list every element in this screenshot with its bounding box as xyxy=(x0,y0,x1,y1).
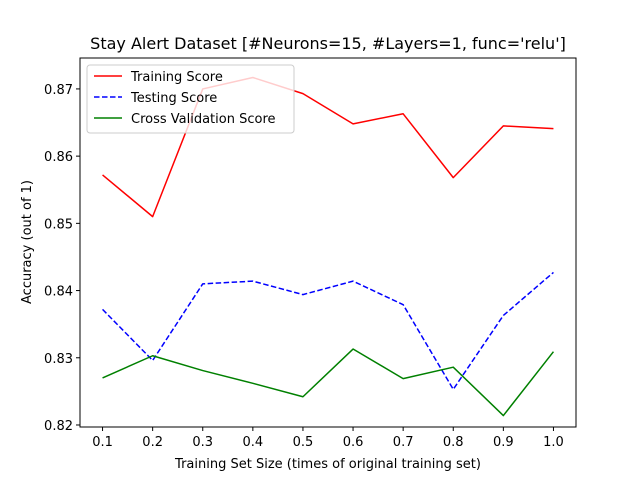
x-axis-label: Training Set Size (times of original tra… xyxy=(174,457,481,472)
testing-score-point xyxy=(302,293,304,295)
testing-score-point xyxy=(202,283,204,285)
cross-validation-score-point xyxy=(302,396,304,398)
training-score-legend-label: Training Score xyxy=(130,70,223,85)
legend-box xyxy=(86,64,295,134)
plot-frame xyxy=(79,57,577,428)
training-score-point xyxy=(151,215,153,217)
y-tick-label: 0.83 xyxy=(44,352,73,367)
testing-score-point xyxy=(252,280,254,282)
cross-validation-score-legend-label: Cross Validation Score xyxy=(131,112,276,127)
chart-title: Stay Alert Dataset [#Neurons=15, #Layers… xyxy=(90,34,566,53)
cross-validation-score-point xyxy=(101,377,103,379)
y-axis-ticks: 0.82 0.83 0.84 0.85 0.86 0.87 xyxy=(44,83,80,434)
series-layer xyxy=(101,76,555,417)
training-score-line xyxy=(102,76,554,218)
training-score-point xyxy=(402,113,404,115)
cross-validation-score-point xyxy=(202,369,204,371)
cross-validation-score-line xyxy=(102,348,555,417)
y-axis-label: Accuracy (out of 1) xyxy=(20,180,35,304)
training-score-point xyxy=(502,125,504,127)
x-tick-label: 0.3 xyxy=(192,435,213,450)
legend: Training Score Testing Score Cross Validat… xyxy=(86,64,295,134)
y-tick-label: 0.85 xyxy=(44,217,73,232)
x-tick-label: 0.2 xyxy=(142,435,163,450)
cross-validation-score-point xyxy=(402,377,404,379)
testing-score-point xyxy=(101,308,103,310)
testing-score-point xyxy=(151,359,153,361)
cross-validation-score-point xyxy=(252,382,254,384)
testing-score-point xyxy=(452,388,454,390)
x-tick-label: 0.5 xyxy=(293,435,314,450)
training-score-point xyxy=(452,176,454,178)
x-tick-label: 0.9 xyxy=(493,435,514,450)
testing-score-point xyxy=(552,271,554,273)
x-tick-label: 0.6 xyxy=(343,435,364,450)
x-axis-ticks: 0.1 0.2 0.3 0.4 0.5 0.6 0.7 0.8 0.9 1.0 xyxy=(92,427,564,450)
x-tick-label: 0.1 xyxy=(92,435,113,450)
cross-validation-score-point xyxy=(151,355,153,357)
y-tick-label: 0.84 xyxy=(44,285,73,300)
x-tick-label: 1.0 xyxy=(543,435,564,450)
y-tick-label: 0.82 xyxy=(44,419,73,434)
training-score-point xyxy=(552,127,554,129)
cross-validation-score-point xyxy=(502,414,504,416)
cross-validation-score-point xyxy=(552,351,554,353)
testing-score-point xyxy=(402,303,404,305)
y-tick-label: 0.86 xyxy=(44,150,73,165)
testing-score-point xyxy=(352,280,354,282)
cross-validation-score-point xyxy=(352,348,354,350)
testing-score-line xyxy=(102,271,554,391)
training-score-point xyxy=(101,174,103,176)
testing-score-point xyxy=(502,314,504,316)
testing-score-legend-label: Testing Score xyxy=(130,91,217,106)
training-score-point xyxy=(352,123,354,125)
training-score-point xyxy=(302,92,304,94)
y-tick-label: 0.87 xyxy=(44,83,73,98)
x-tick-label: 0.4 xyxy=(243,435,264,450)
cross-validation-score-point xyxy=(452,366,454,368)
x-tick-label: 0.8 xyxy=(443,435,464,450)
x-tick-label: 0.7 xyxy=(393,435,414,450)
